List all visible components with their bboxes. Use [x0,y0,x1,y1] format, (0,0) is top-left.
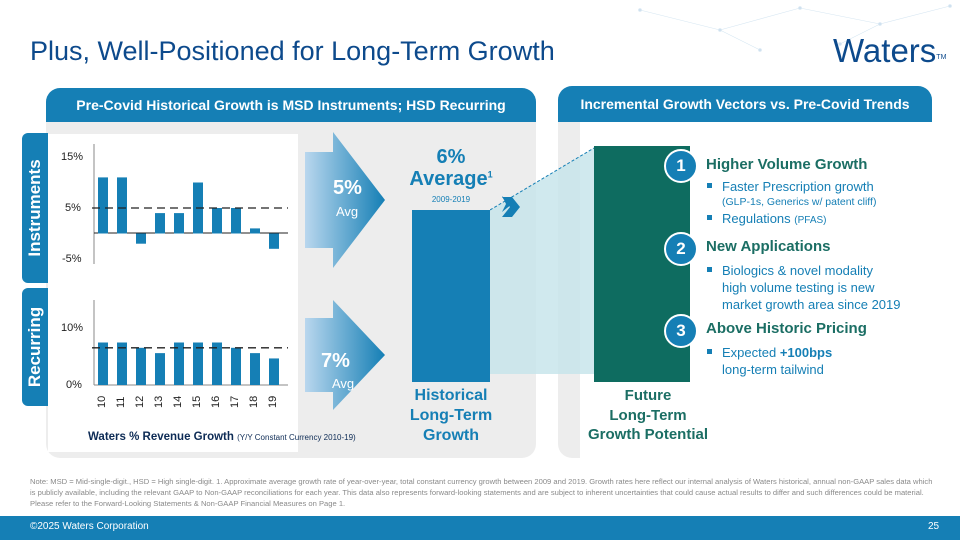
vector-1-title: Higher Volume Growth [706,156,868,173]
historical-bar [412,210,490,382]
chevron-right-icon [502,197,520,217]
instr-bar-14 [174,213,184,234]
rec-ytick-0: 0% [66,379,82,391]
future-label: Future Long-Term Growth Potential [578,386,718,445]
rec-bar-10 [98,342,108,385]
logo-tm: TM [936,54,947,61]
footer-bar [0,516,960,540]
vector-3-badge: 3 [664,314,698,348]
vector-3-bullet-1: Expected +100bps [707,344,917,361]
vector-3-bullet-1-text: Expected [722,345,777,360]
instruments-avg-arrow [305,132,385,268]
future-label-3: Growth Potential [588,426,708,443]
right-panel-header: Incremental Growth Vectors vs. Pre-Covid… [558,86,932,122]
vector-2-bullet-1-text: Biologics & novel modality [722,263,874,278]
vector-1-bullet-1: Faster Prescription growth [707,178,917,195]
rec-bar-11 [117,342,127,385]
vector-1-bullet-1-text: Faster Prescription growth [722,179,874,194]
vector-2-badge: 2 [664,232,698,266]
big-avg-footnote: 1 [487,169,493,180]
waters-logo: WatersTM [833,32,946,70]
vector-2-bullet-1: Biologics & novel modality [707,262,917,279]
chart-caption: Waters % Revenue Growth (Y/Y Constant Cu… [88,431,356,443]
historical-label-2: Long-Term [409,407,493,424]
instr-bar-12 [136,233,146,244]
x-tick-16: 16 [210,395,222,408]
rec-bar-17 [231,347,241,385]
logo-text: Waters [833,32,937,69]
instruments-tab: Instruments [22,133,48,283]
left-panel-header-text: Pre-Covid Historical Growth is MSD Instr… [76,97,506,113]
chart-caption-sub: (Y/Y Constant Currency 2010-19) [237,433,356,442]
x-tick-17: 17 [229,395,241,408]
recurring-tab: Recurring [22,288,48,406]
recurring-label: Recurring [25,306,44,388]
big-avg-label: Average1 [396,168,506,191]
x-tick-11: 11 [115,396,127,408]
recurring-chart [92,300,288,386]
left-panel-header: Pre-Covid Historical Growth is MSD Instr… [46,88,536,122]
instr-bar-17 [231,208,241,234]
instr-ytick-neg5: -5% [62,253,82,265]
recurring-avg-value: 7% [321,350,350,372]
recurring-avg-arrow [305,300,385,410]
rec-bar-15 [193,342,203,385]
right-panel-header-text: Incremental Growth Vectors vs. Pre-Covid… [580,96,910,112]
chart-caption-main: Waters % Revenue Growth [88,431,234,443]
instruments-chart [92,144,288,264]
historical-label: Historical Long-Term Growth [395,386,507,446]
recurring-avg-label: Avg [332,376,355,391]
vector-3-bullet-1-bold: +100bps [779,345,833,360]
chart-card [48,134,298,452]
connector-funnel [490,147,595,374]
vector-1-bullet-2-text: Regulations [722,211,791,226]
instruments-label: Instruments [25,159,44,257]
x-tick-10: 10 [96,395,108,408]
page-number: 25 [928,521,940,532]
vector-2-bullet-1-line3: market growth area since 2019 [722,297,901,312]
instr-bar-18 [250,228,260,234]
copyright: ©2025 Waters Corporation [30,521,149,532]
network-decoration [638,4,952,52]
big-avg-label-text: Average [409,168,488,190]
future-label-1: Future [624,387,672,404]
future-label-2: Long-Term [609,406,687,424]
vector-2-title: New Applications [706,238,831,255]
vector-1-bullet-2: Regulations (PFAS) [707,210,917,229]
x-tick-13: 13 [153,395,165,408]
instr-bar-16 [212,208,222,234]
x-tick-18: 18 [248,395,260,408]
rec-bar-14 [174,342,184,385]
instr-bar-11 [117,177,127,234]
vector-1-bullet-2-sub: (PFAS) [794,215,827,226]
instr-ytick-5: 5% [65,202,81,214]
rec-bar-18 [250,353,260,385]
vector-3-bullet-1-line2: long-term tailwind [722,362,824,377]
instr-bar-13 [155,213,165,234]
x-tick-12: 12 [134,395,146,408]
rec-bar-16 [212,342,222,385]
instr-ytick-15: 15% [61,151,84,163]
big-avg-value: 6% [436,146,466,168]
x-tick-19: 19 [267,395,279,408]
vector-1-badge: 1 [664,149,698,183]
instr-bar-19 [269,233,279,249]
historical-label-3: Growth [423,427,479,444]
page-title: Plus, Well-Positioned for Long-Term Grow… [30,36,555,66]
instruments-avg-value: 5% [333,177,362,199]
footnote: Note: MSD = Mid-single-digit., HSD = Hig… [30,477,933,508]
x-tick-15: 15 [191,395,203,408]
rec-ytick-10: 10% [61,322,84,334]
instr-bar-10 [98,177,108,234]
instruments-avg-label: Avg [336,204,359,219]
rec-bar-12 [136,347,146,385]
vector-2-bullet-1-line2: high volume testing is new [722,280,875,295]
vector-3-title: Above Historic Pricing [706,320,867,337]
x-tick-14: 14 [172,395,184,408]
big-avg-years: 2009-2019 [431,195,471,204]
rec-bar-19 [269,358,279,385]
rec-bar-13 [155,353,165,385]
vector-1-bullet-1-sub: (GLP-1s, Generics w/ patent cliff) [722,196,877,208]
historical-label-1: Historical [414,387,488,404]
